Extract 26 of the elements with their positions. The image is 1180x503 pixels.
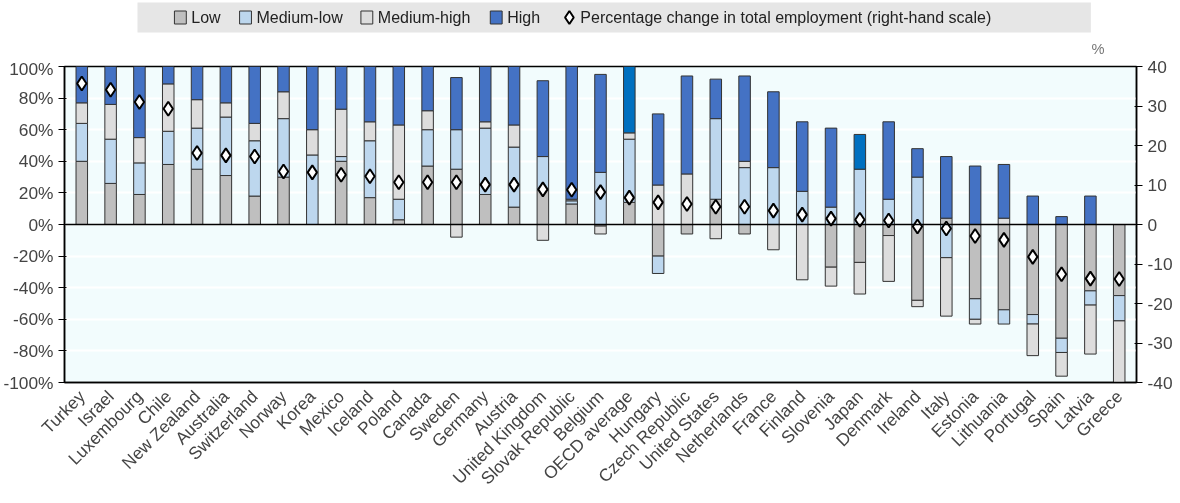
y2-axis-title: %	[1091, 40, 1105, 57]
y-tick-label: 100%	[9, 58, 54, 79]
y-tick-label: 40%	[18, 151, 54, 172]
legend-label: Low	[191, 9, 222, 26]
y2-tick-label: 20	[1147, 135, 1167, 156]
y-tick-label: 20%	[18, 182, 54, 203]
y-tick-label: 80%	[18, 88, 54, 109]
y-tick-label: -80%	[13, 340, 54, 361]
y2-tick-label: 0	[1147, 214, 1158, 235]
y-tick-label: 0%	[28, 214, 54, 235]
y2-tick-label: 30	[1147, 96, 1167, 116]
y2-tick-label: -10	[1147, 254, 1173, 274]
y-tick-label: 60%	[18, 119, 54, 140]
y-tick-label: -60%	[13, 309, 54, 330]
y2-tick-label: 40	[1147, 56, 1167, 77]
y2-tick-label: -20	[1147, 293, 1173, 314]
y-tick-label: -100%	[3, 372, 54, 393]
legend-label: Medium-low	[256, 9, 344, 26]
y2-tick-label: -40	[1147, 372, 1173, 393]
y-tick-label: -40%	[13, 277, 54, 298]
y-tick-label: -20%	[13, 246, 54, 267]
y2-tick-label: -30	[1147, 333, 1173, 353]
legend-label: Percentage change in total employment (right-hand scale)	[580, 9, 992, 26]
legend-label: Medium-high	[377, 9, 471, 26]
legend-label: High	[507, 9, 541, 26]
y2-tick-label: 10	[1147, 175, 1167, 195]
